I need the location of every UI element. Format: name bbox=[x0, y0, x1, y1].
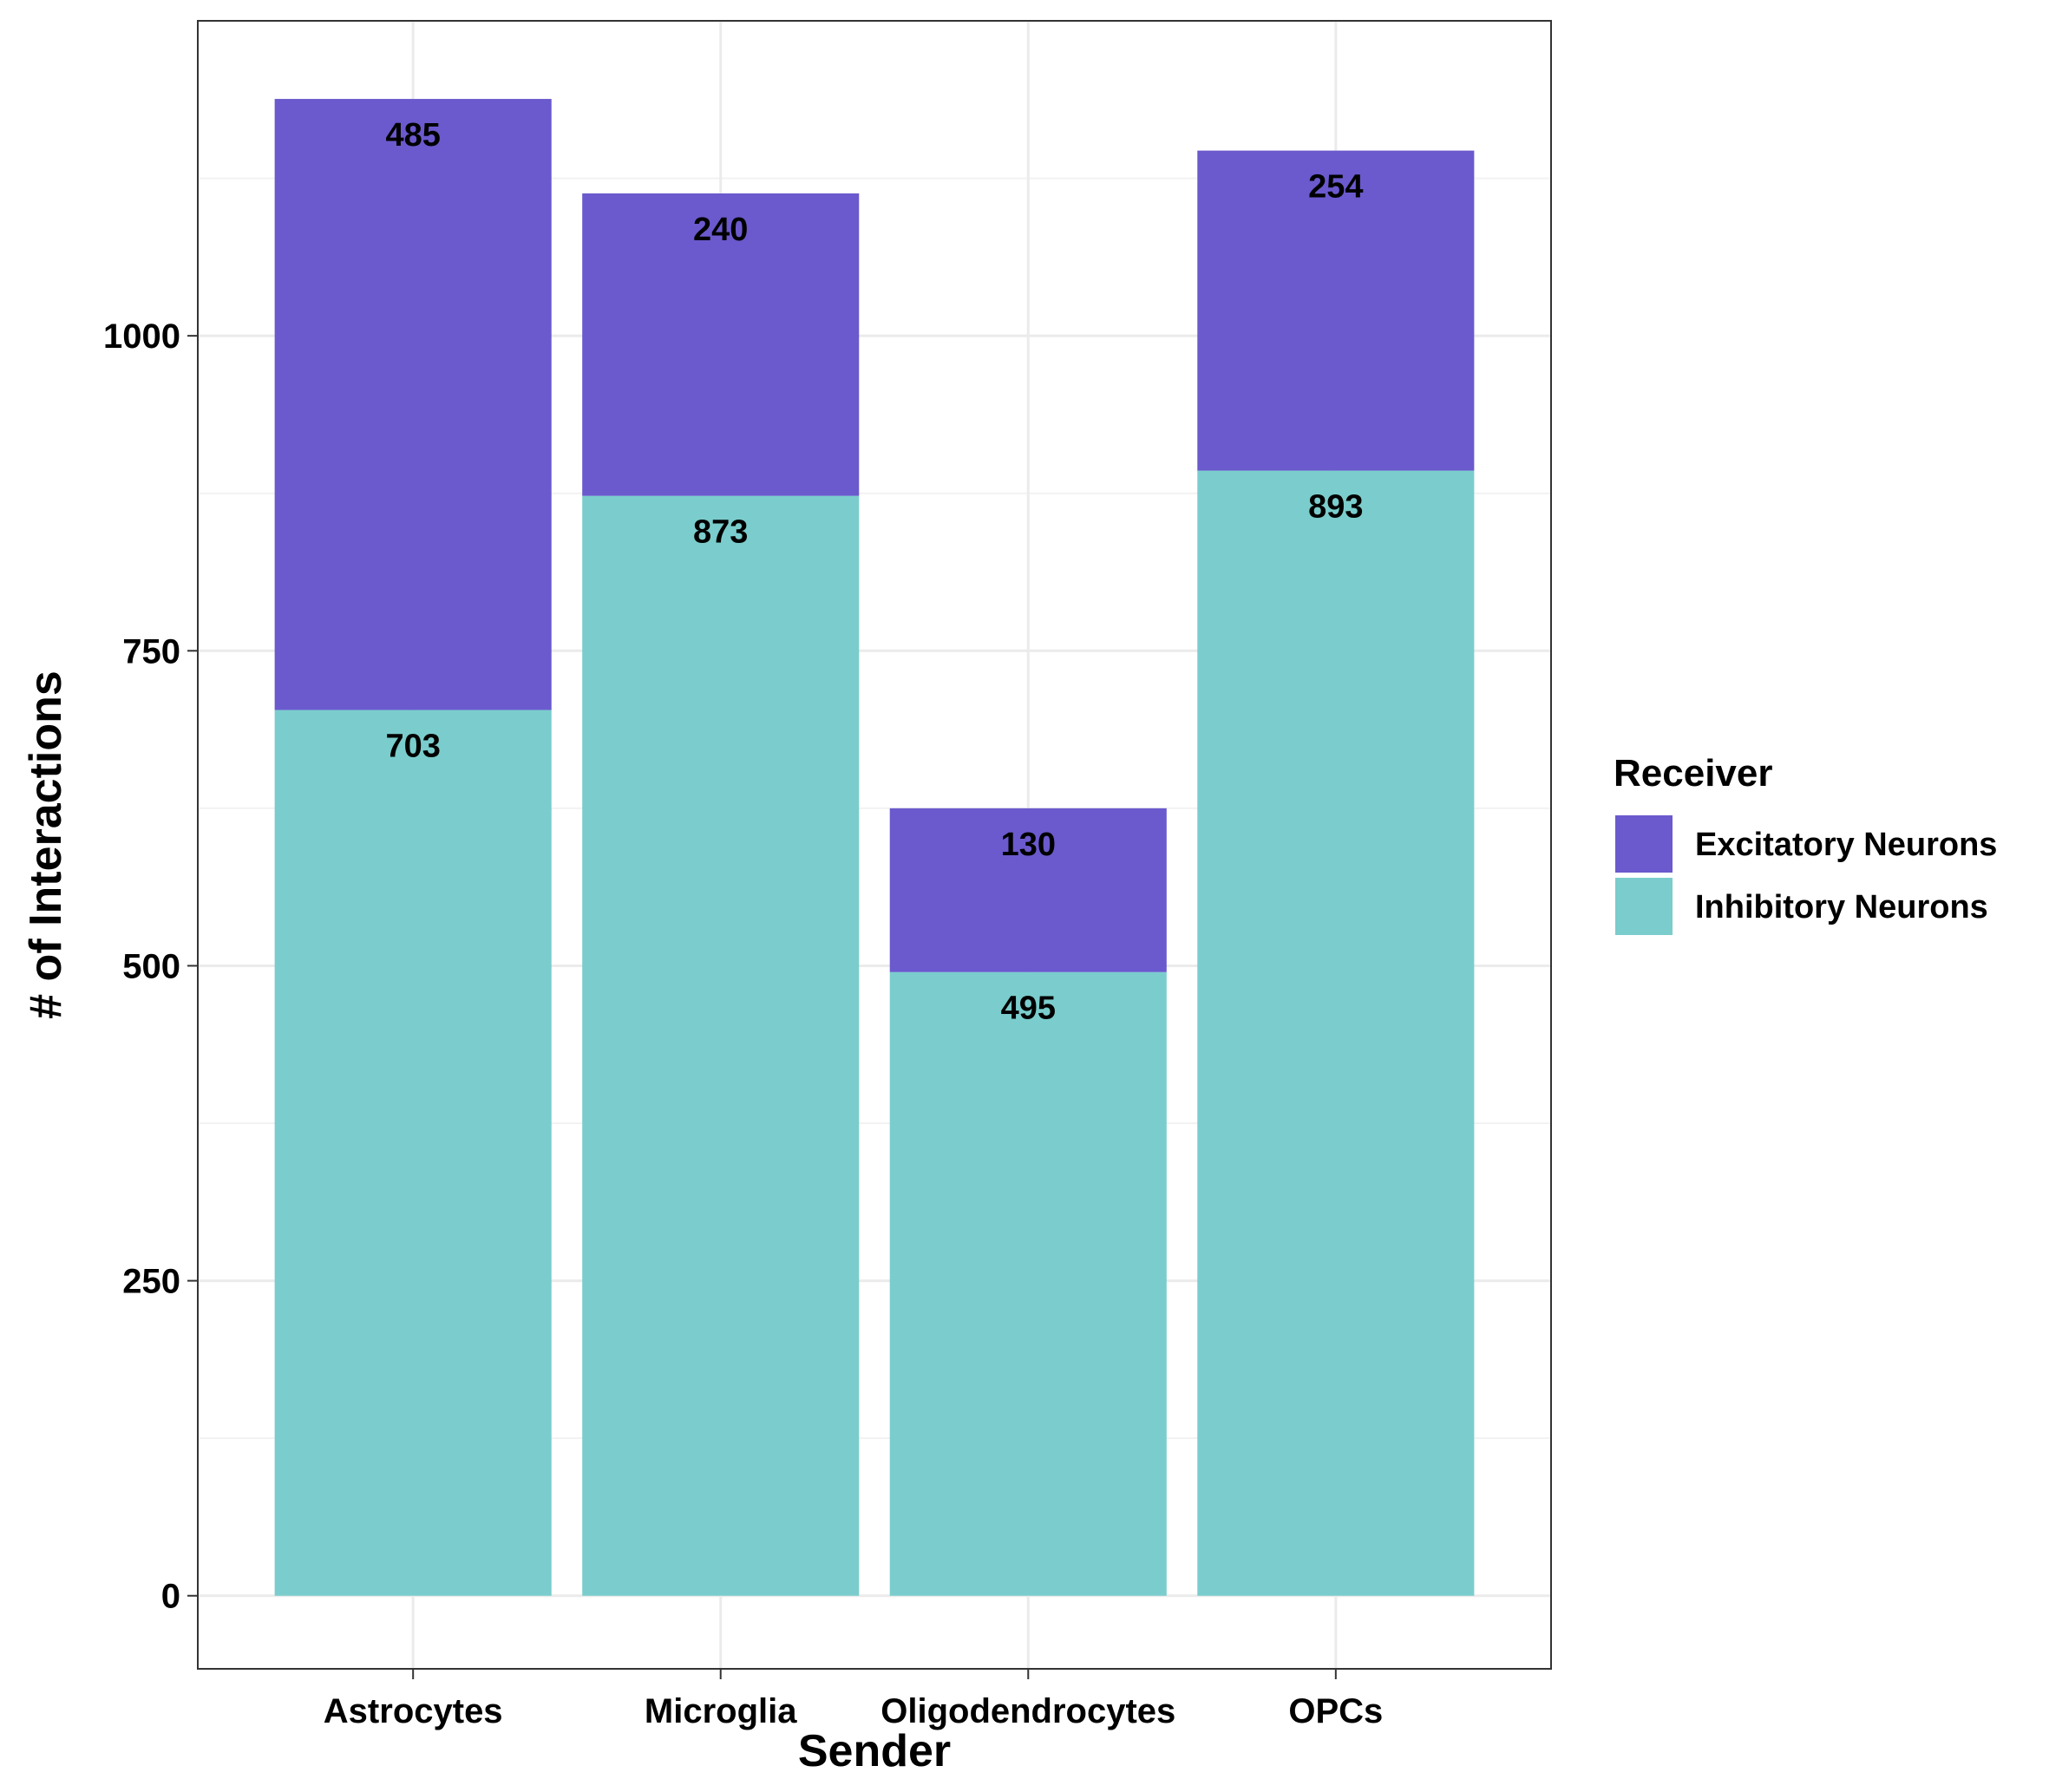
bar-excitatory-neurons bbox=[274, 99, 552, 710]
plot-panel-border bbox=[197, 20, 1552, 1670]
bar-value-label: 893 bbox=[1308, 489, 1363, 526]
bar-excitatory-neurons bbox=[1197, 150, 1475, 471]
legend-title: Receiver bbox=[1614, 752, 1772, 795]
bar-value-label: 130 bbox=[1001, 827, 1056, 863]
y-tick-label: 0 bbox=[161, 1578, 180, 1616]
bar-inhibitory-neurons bbox=[889, 971, 1167, 1596]
y-tick-label: 500 bbox=[122, 947, 180, 985]
bar-value-label: 873 bbox=[693, 514, 748, 551]
bar-value-label: 703 bbox=[385, 729, 440, 765]
legend-items: Excitatory Neurons Inhibitory Neurons bbox=[1615, 815, 1997, 935]
legend-swatch bbox=[1615, 878, 1673, 935]
bar-inhibitory-neurons bbox=[274, 710, 552, 1596]
y-tick-label: 250 bbox=[122, 1263, 180, 1301]
bar-value-label: 485 bbox=[385, 117, 440, 154]
bar-value-label: 240 bbox=[693, 212, 748, 248]
bar-value-label: 254 bbox=[1308, 169, 1363, 206]
legend-label: Inhibitory Neurons bbox=[1695, 889, 1988, 925]
y-tick-label: 1000 bbox=[103, 317, 180, 356]
y-tick-label: 750 bbox=[122, 632, 180, 670]
x-tick-label: Microglia bbox=[645, 1692, 797, 1730]
bar-excitatory-neurons bbox=[582, 193, 860, 496]
legend: Receiver Excitatory Neurons Inhibitory Ne… bbox=[1614, 752, 1997, 935]
bar-inhibitory-neurons bbox=[582, 495, 860, 1596]
x-tick-label: Oligodendrocytes bbox=[880, 1692, 1175, 1730]
bars bbox=[274, 99, 1475, 1596]
x-axis-title: Sender bbox=[798, 1726, 951, 1776]
legend-swatch bbox=[1615, 815, 1673, 873]
x-tick-label: Astrocytes bbox=[324, 1692, 503, 1730]
legend-label: Excitatory Neurons bbox=[1695, 827, 1997, 863]
axes: 0 250 500 750 1000 Astrocytes Microglia Oligode… bbox=[103, 317, 1383, 1730]
y-axis-title: # of Interactions bbox=[21, 670, 71, 1019]
bar-value-labels: 703 485 873 240 495 130 893 254 bbox=[385, 117, 1363, 1027]
bar-excitatory-neurons bbox=[889, 808, 1167, 972]
bar-inhibitory-neurons bbox=[1197, 470, 1475, 1596]
bar-value-label: 495 bbox=[1001, 991, 1056, 1027]
x-tick-label: OPCs bbox=[1288, 1692, 1383, 1730]
